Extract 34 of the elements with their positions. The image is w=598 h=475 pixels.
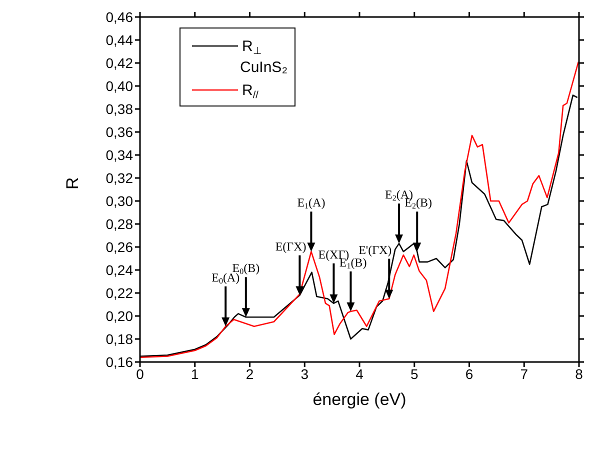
- y-tick-label: 0,46: [106, 8, 134, 25]
- y-axis-title: R: [63, 177, 82, 190]
- x-tick-label: 0: [136, 366, 144, 382]
- annotation: E$_{1}$(A): [297, 196, 326, 211]
- y-tick-label: 0,26: [106, 238, 134, 255]
- y-tick-label: 0,20: [106, 308, 134, 324]
- y-tick-label: 0,32: [106, 170, 134, 186]
- y-tick-label: 0,16: [106, 354, 134, 370]
- x-tick-label: 2: [246, 366, 254, 382]
- x-axis-title: énergie (eV): [312, 390, 406, 409]
- y-tick-label: 0,40: [106, 78, 134, 94]
- legend-label: R$_{⊥}$: [242, 38, 262, 57]
- y-tick-label: 0,38: [106, 100, 134, 117]
- y-tick-label: 0,42: [106, 54, 134, 71]
- x-tick-label: 5: [410, 366, 418, 382]
- legend-title: CuInS₂: [240, 59, 288, 76]
- legend-label: R$_{//}$: [242, 82, 259, 101]
- y-tick-label: 0,28: [106, 216, 134, 232]
- y-tick-label: 0,24: [106, 262, 134, 278]
- y-tick-label: 0,44: [106, 32, 134, 48]
- x-tick-label: 8: [575, 366, 584, 382]
- y-tick-label: 0,34: [106, 146, 134, 163]
- x-tick-label: 6: [465, 366, 474, 382]
- y-tick-label: 0,22: [106, 284, 134, 301]
- y-tick-label: 0,30: [106, 192, 134, 209]
- annotation: E'(ΓX): [358, 242, 392, 257]
- x-tick-label: 4: [356, 366, 364, 382]
- annotation: E(XΓ): [318, 247, 350, 262]
- x-tick-label: 1: [190, 366, 199, 382]
- y-tick-label: 0,18: [106, 330, 134, 347]
- x-tick-label: 3: [300, 366, 309, 382]
- x-tick-label: 7: [520, 366, 528, 382]
- y-tick-label: 0,36: [106, 124, 134, 140]
- annotation: E(ΓX): [275, 239, 306, 254]
